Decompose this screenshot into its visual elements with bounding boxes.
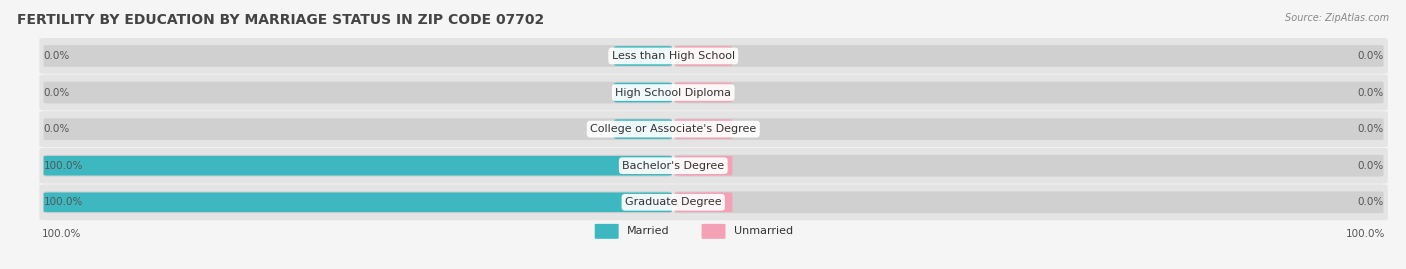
- Text: Unmarried: Unmarried: [734, 226, 793, 236]
- Text: Bachelor's Degree: Bachelor's Degree: [623, 161, 724, 171]
- FancyBboxPatch shape: [39, 148, 1388, 184]
- Text: 100.0%: 100.0%: [1346, 229, 1385, 239]
- Text: 0.0%: 0.0%: [1357, 197, 1384, 207]
- FancyBboxPatch shape: [675, 118, 1384, 140]
- FancyBboxPatch shape: [675, 83, 733, 102]
- Text: 100.0%: 100.0%: [44, 197, 83, 207]
- FancyBboxPatch shape: [44, 45, 672, 67]
- Text: College or Associate's Degree: College or Associate's Degree: [591, 124, 756, 134]
- Text: Source: ZipAtlas.com: Source: ZipAtlas.com: [1285, 13, 1389, 23]
- FancyBboxPatch shape: [675, 119, 733, 139]
- FancyBboxPatch shape: [675, 155, 1384, 176]
- FancyBboxPatch shape: [614, 46, 672, 66]
- FancyBboxPatch shape: [39, 75, 1388, 111]
- FancyBboxPatch shape: [675, 82, 1384, 103]
- Text: 100.0%: 100.0%: [44, 161, 83, 171]
- Text: 0.0%: 0.0%: [1357, 161, 1384, 171]
- FancyBboxPatch shape: [44, 156, 672, 175]
- FancyBboxPatch shape: [39, 184, 1388, 220]
- FancyBboxPatch shape: [44, 155, 672, 176]
- FancyBboxPatch shape: [39, 111, 1388, 147]
- Text: 0.0%: 0.0%: [1357, 87, 1384, 98]
- Text: 0.0%: 0.0%: [44, 124, 70, 134]
- FancyBboxPatch shape: [595, 224, 619, 239]
- FancyBboxPatch shape: [44, 118, 672, 140]
- FancyBboxPatch shape: [44, 192, 672, 213]
- Text: FERTILITY BY EDUCATION BY MARRIAGE STATUS IN ZIP CODE 07702: FERTILITY BY EDUCATION BY MARRIAGE STATU…: [17, 13, 544, 27]
- Text: Less than High School: Less than High School: [612, 51, 735, 61]
- Text: 100.0%: 100.0%: [42, 229, 82, 239]
- Text: 0.0%: 0.0%: [44, 87, 70, 98]
- Text: High School Diploma: High School Diploma: [616, 87, 731, 98]
- FancyBboxPatch shape: [44, 193, 672, 212]
- FancyBboxPatch shape: [44, 82, 672, 103]
- FancyBboxPatch shape: [675, 46, 733, 66]
- FancyBboxPatch shape: [614, 83, 672, 102]
- FancyBboxPatch shape: [675, 193, 733, 212]
- FancyBboxPatch shape: [702, 224, 725, 239]
- FancyBboxPatch shape: [614, 119, 672, 139]
- FancyBboxPatch shape: [675, 45, 1384, 67]
- Text: 0.0%: 0.0%: [44, 51, 70, 61]
- FancyBboxPatch shape: [675, 156, 733, 175]
- Text: Graduate Degree: Graduate Degree: [624, 197, 721, 207]
- Text: Married: Married: [627, 226, 669, 236]
- FancyBboxPatch shape: [675, 192, 1384, 213]
- Text: 0.0%: 0.0%: [1357, 124, 1384, 134]
- Text: 0.0%: 0.0%: [1357, 51, 1384, 61]
- FancyBboxPatch shape: [39, 38, 1388, 74]
